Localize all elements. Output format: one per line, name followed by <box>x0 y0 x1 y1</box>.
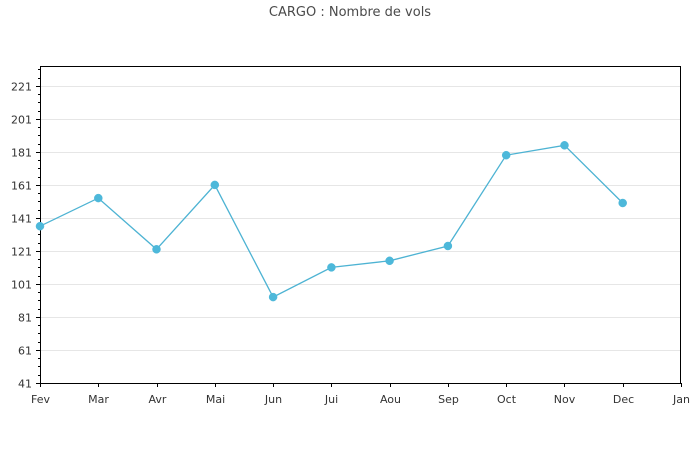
axes <box>36 66 682 387</box>
y-tick-label: 221 <box>11 81 32 94</box>
y-tick-label: 41 <box>18 378 32 391</box>
data-point <box>35 221 45 231</box>
x-tick-label: Aou <box>380 393 401 406</box>
x-tick-labels: Fev Mar Avr Mai Jun Jui Aou Sep Oct Nov Dec Jan <box>31 393 690 406</box>
data-point <box>385 256 394 266</box>
y-tick-label: 121 <box>11 246 32 259</box>
data-point <box>327 263 336 272</box>
series-line <box>39 144 624 298</box>
y-tick-label: 181 <box>11 147 32 160</box>
x-tick-label: Fev <box>31 393 50 406</box>
data-point <box>560 141 569 150</box>
y-tick-label: 101 <box>11 279 32 292</box>
data-point <box>152 245 161 254</box>
data-point <box>210 180 220 190</box>
data-point <box>618 198 627 208</box>
x-tick-label: Nov <box>554 393 576 406</box>
x-tick-label: Jan <box>672 393 690 406</box>
plot-frame <box>40 66 681 384</box>
x-tick-label: Dec <box>613 393 634 406</box>
x-tick-label: Mar <box>88 393 109 406</box>
y-tick-labels: 41 61 81 101 121 141 161 181 201 221 <box>11 81 32 391</box>
y-tick-label: 201 <box>11 114 32 127</box>
x-tick-label: Mai <box>206 393 225 406</box>
grid-lines <box>40 86 681 351</box>
y-tick-label: 141 <box>11 213 32 226</box>
x-tick-label: Oct <box>497 393 517 406</box>
x-tick-label: Sep <box>438 393 459 406</box>
data-point <box>94 193 103 203</box>
x-tick-label: Jui <box>324 393 338 406</box>
chart-title: CARGO : Nombre de vols <box>268 5 432 20</box>
data-point <box>268 292 278 302</box>
y-tick-label: 81 <box>18 312 32 325</box>
x-tick-label: Avr <box>149 393 167 406</box>
data-point <box>443 241 453 251</box>
data-point <box>501 150 511 160</box>
y-tick-label: 161 <box>11 180 32 193</box>
series <box>35 141 627 302</box>
x-tick-label: Jun <box>264 393 282 406</box>
y-tick-label: 61 <box>18 345 32 358</box>
